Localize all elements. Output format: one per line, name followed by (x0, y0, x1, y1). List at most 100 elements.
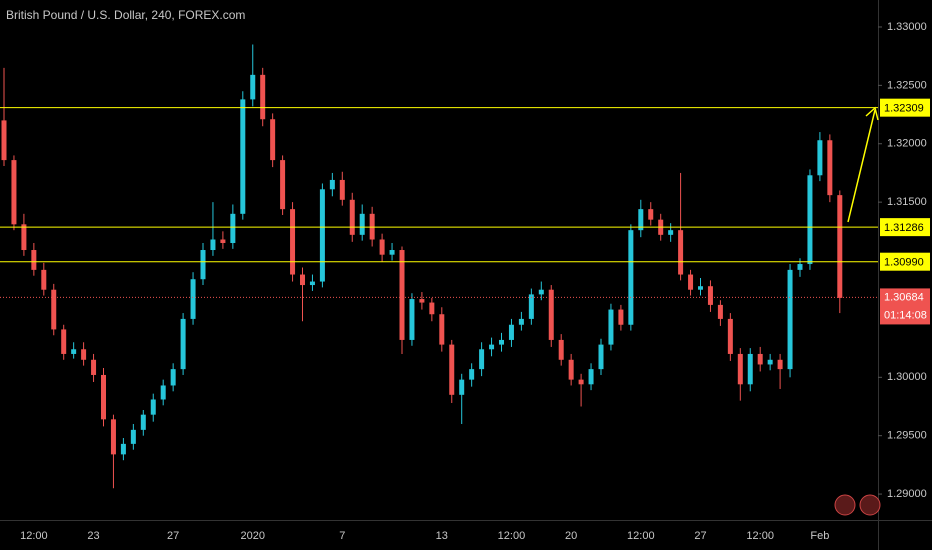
candle-body (588, 369, 594, 385)
candle-body (140, 414, 146, 430)
candle-body (61, 329, 67, 354)
x-tick-label: 7 (339, 530, 345, 542)
candle-body (827, 140, 833, 196)
candle-body (727, 318, 733, 354)
x-tick-label: 27 (167, 530, 179, 542)
candle-body (200, 250, 206, 280)
candle-body (479, 349, 485, 370)
event-badge[interactable] (834, 494, 856, 516)
candle-body (280, 160, 286, 210)
last-price-label: 1.30684 (884, 291, 924, 303)
candle-body (1, 120, 7, 161)
candle-body (170, 369, 176, 386)
countdown: 01:14:08 (884, 309, 927, 321)
candle-body (51, 289, 57, 330)
candle-body (678, 230, 684, 275)
candle-body (638, 209, 644, 231)
plot (0, 44, 878, 489)
candle-body (270, 119, 276, 161)
chart-title: British Pound / U.S. Dollar, 240, FOREX.… (6, 8, 245, 22)
candle-body (130, 429, 136, 444)
candle-body (21, 224, 27, 251)
candle-body (558, 339, 564, 360)
candle-body (489, 344, 495, 350)
candle-body (210, 239, 216, 251)
candle-body (409, 299, 415, 340)
candle-body (309, 281, 315, 286)
candle-body (91, 359, 97, 375)
x-tick-label: 12:00 (627, 530, 655, 542)
candle-body (757, 353, 763, 365)
candle-body (518, 318, 524, 325)
candle-body (538, 289, 544, 295)
x-tick-label: 12:00 (746, 530, 774, 542)
y-tick-label: 1.32000 (887, 138, 927, 150)
candle-body (399, 250, 405, 340)
candle-body (767, 359, 773, 365)
candle-body (419, 299, 425, 303)
candle-body (747, 353, 753, 385)
candle-body (668, 230, 674, 235)
candle-body (31, 250, 37, 270)
candle-body (439, 314, 445, 345)
candle-body (290, 209, 296, 275)
candle-body (339, 179, 345, 200)
candle-body (837, 195, 843, 298)
candle-body (190, 279, 196, 319)
candle-body (508, 324, 514, 340)
candle-body (797, 264, 803, 270)
candle-body (240, 99, 246, 214)
level-label: 1.30990 (884, 257, 924, 269)
candle-body (150, 399, 156, 415)
candle-body (499, 339, 504, 345)
candle-body (81, 349, 87, 360)
candle-body (319, 189, 325, 282)
axis-labels: 1.33000 1.32500 1.32000 1.31500 1.30000 1.295… (20, 21, 930, 542)
candle-body (777, 359, 783, 370)
candle-body (11, 160, 17, 225)
x-tick-label: 20 (565, 530, 577, 542)
x-tick-label: 27 (694, 530, 706, 542)
candle-body (300, 274, 305, 286)
candle-body (717, 304, 723, 319)
candle-body (598, 344, 604, 370)
candle-body (250, 74, 256, 100)
level-tag (880, 252, 930, 271)
candle-body (618, 309, 624, 325)
candle-body (737, 353, 743, 385)
y-tick-label: 1.29000 (887, 488, 927, 500)
candle-body (429, 302, 435, 315)
candle-body (707, 286, 713, 305)
candle-body (688, 274, 694, 290)
candle-body (648, 209, 654, 220)
candle-body (469, 369, 475, 380)
x-tick-label: 12:00 (20, 530, 48, 542)
candle-body (807, 175, 813, 265)
arrow (847, 109, 876, 223)
candle-body (349, 199, 355, 235)
y-tick-label: 1.33000 (887, 21, 927, 33)
level-label: 1.32309 (884, 103, 924, 115)
candle-body (528, 294, 534, 319)
candle-body (101, 374, 106, 420)
y-tick-label: 1.31500 (887, 196, 927, 208)
candle-body (220, 239, 226, 244)
candle-body (459, 379, 465, 395)
level-label: 1.31286 (884, 222, 924, 234)
y-tick-label: 1.30000 (887, 371, 927, 383)
candle-body (41, 269, 47, 290)
candle-body (329, 179, 335, 190)
x-tick-label: 13 (436, 530, 448, 542)
candle-body (698, 286, 703, 290)
candle-body (449, 344, 455, 395)
x-tick-label: Feb (810, 530, 829, 542)
candle-body (379, 239, 385, 255)
x-tick-label: 2020 (241, 530, 265, 542)
y-tick-label: 1.32500 (887, 79, 927, 91)
candle-body (628, 230, 634, 325)
event-badge[interactable] (859, 494, 881, 516)
candle-body (180, 318, 186, 370)
candle-body (389, 250, 395, 255)
candle-body (260, 74, 266, 120)
